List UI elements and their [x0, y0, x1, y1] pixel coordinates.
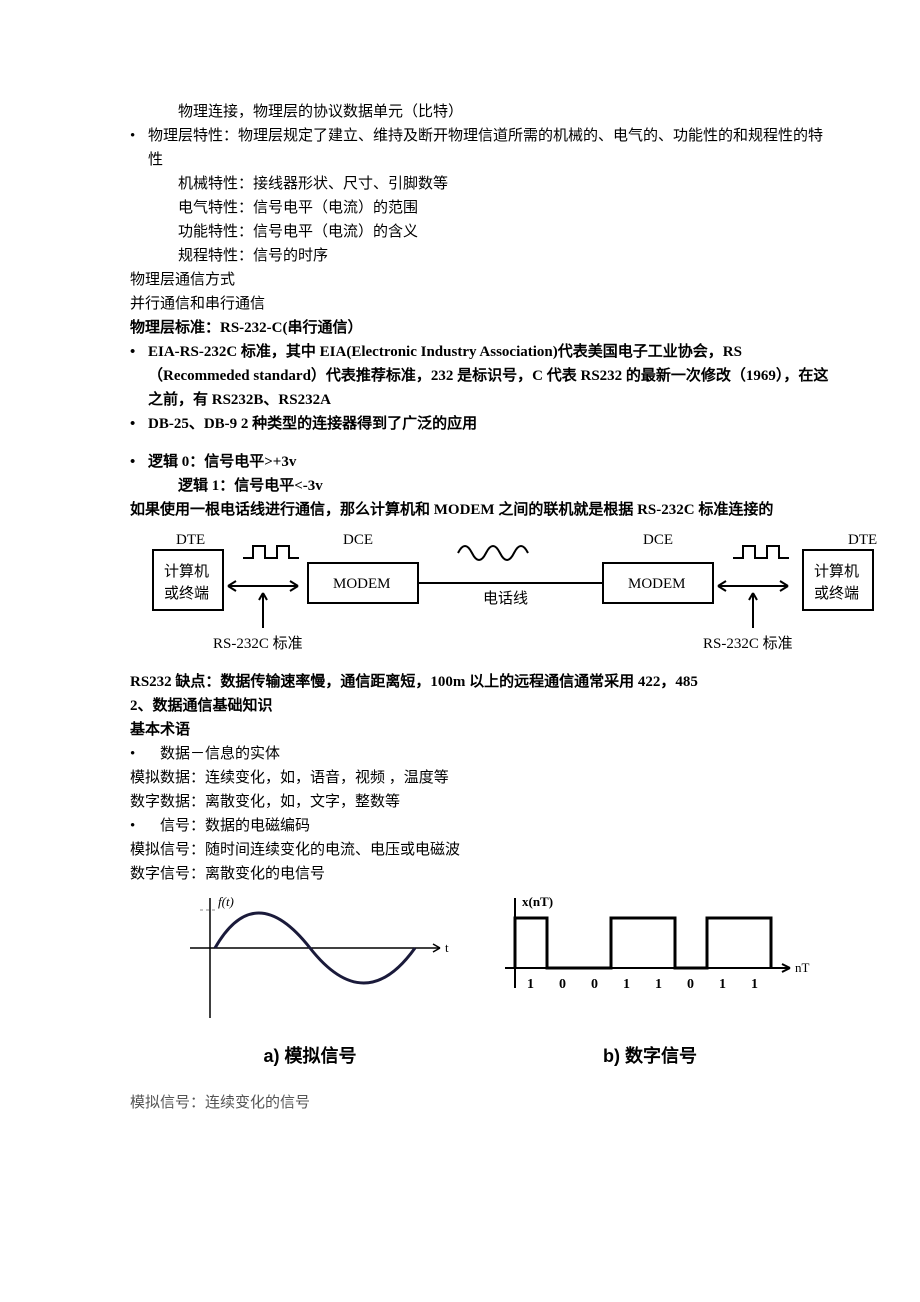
modem-label: MODEM: [333, 576, 391, 592]
dce-label: DCE: [343, 532, 373, 548]
svg-text:1: 1: [527, 977, 534, 992]
text-line: 机械特性：接线器形状、尺寸、引脚数等: [130, 172, 830, 196]
text-line: 物理连接，物理层的协议数据单元（比特）: [130, 100, 830, 124]
text-line: 功能特性：信号电平（电流）的含义: [130, 220, 830, 244]
analog-svg: f(t) t: [160, 888, 460, 1038]
text-line: 如果使用一根电话线进行通信，那么计算机和 MODEM 之间的联机就是根据 RS-…: [130, 498, 830, 522]
svg-text:0: 0: [687, 977, 694, 992]
terminal-label-r: 或终端: [814, 585, 859, 602]
svg-text:0: 0: [591, 977, 598, 992]
terminal-label: 或终端: [164, 585, 209, 602]
svg-text:1: 1: [751, 977, 758, 992]
bullet-item: DB-25、DB-9 2 种类型的连接器得到了广泛的应用: [130, 412, 830, 436]
bullet-item: 物理层特性：物理层规定了建立、维持及断开物理信道所需的机械的、电气的、功能性的和…: [130, 124, 830, 172]
arrow-left: [228, 581, 298, 591]
bullet-item: EIA-RS-232C 标准，其中 EIA(Electronic Industr…: [130, 340, 830, 412]
rs232-heading: 物理层标准：RS-232-C(串行通信）: [130, 320, 363, 336]
rs232-label-right: RS-232C 标准: [703, 635, 793, 652]
digital-ylabel: x(nT): [522, 894, 553, 909]
svg-text:1: 1: [655, 977, 662, 992]
spacer: [130, 1071, 830, 1091]
analog-xlabel: t: [445, 940, 449, 955]
text-line: 物理层通信方式: [130, 268, 830, 292]
text-line: 电气特性：信号电平（电流）的范围: [130, 196, 830, 220]
digital-caption: b) 数字信号: [490, 1042, 810, 1071]
modem-label-r: MODEM: [628, 576, 686, 592]
bullet-item: 数据－信息的实体: [130, 742, 830, 766]
dte-label-r: DTE: [848, 532, 877, 548]
analog-ylabel: f(t): [218, 894, 234, 909]
bit-labels: 1 0 0 1 1 0 1 1: [527, 977, 758, 992]
text-line: 数字数据：离散变化，如，文字，整数等: [130, 790, 830, 814]
bullet-item: 逻辑 0：信号电平>+3v: [130, 450, 830, 474]
heading: 2、数据通信基础知识: [130, 694, 830, 718]
text-line: RS232 缺点：数据传输速率慢，通信距离短，100m 以上的远程通信通常采用 …: [130, 670, 830, 694]
rs232-diagram-svg: DTE 计算机 或终端 DCE MODEM 电话线 DCE MODEM DTE …: [148, 528, 908, 668]
text-line: 模拟信号：随时间连续变化的电流、电压或电磁波: [130, 838, 830, 862]
digital-wave: [515, 918, 771, 968]
rs232-label-left: RS-232C 标准: [213, 635, 303, 652]
text-line: 数字信号：离散变化的电信号: [130, 862, 830, 886]
computer-label-r: 计算机: [814, 562, 859, 580]
signal-charts: f(t) t a) 模拟信号 x(nT) nT 1 0 0 1 1 0 1 1 b) 数字信号: [160, 888, 830, 1071]
spacer: [130, 436, 830, 450]
text-line: 规程特性：信号的时序: [130, 244, 830, 268]
digital-svg: x(nT) nT 1 0 0 1 1 0 1 1: [490, 888, 810, 1038]
analog-caption: a) 模拟信号: [160, 1042, 460, 1071]
text-line: 模拟数据：连续变化，如，语音，视频 ，温度等: [130, 766, 830, 790]
svg-text:1: 1: [719, 977, 726, 992]
phone-label: 电话线: [483, 590, 528, 607]
text-line: 基本术语: [130, 718, 830, 742]
bullet-item: 信号：数据的电磁编码: [130, 814, 830, 838]
square-wave-right: [733, 546, 789, 558]
square-wave-left: [243, 546, 299, 558]
svg-text:1: 1: [623, 977, 630, 992]
analog-chart: f(t) t a) 模拟信号: [160, 888, 460, 1071]
digital-xlabel: nT: [795, 960, 810, 975]
sine-wave: [458, 546, 528, 560]
rs232-diagram: DTE 计算机 或终端 DCE MODEM 电话线 DCE MODEM DTE …: [148, 528, 830, 668]
arrow-right: [718, 581, 788, 591]
computer-label: 计算机: [164, 562, 209, 580]
svg-text:0: 0: [559, 977, 566, 992]
text-line: 逻辑 1：信号电平<-3v: [130, 474, 830, 498]
text-line: 物理层标准：RS-232-C(串行通信）: [130, 316, 830, 340]
text-line: 并行通信和串行通信: [130, 292, 830, 316]
dce-label-r: DCE: [643, 532, 673, 548]
dte-label: DTE: [176, 532, 205, 548]
text-line: 模拟信号：连续变化的信号: [130, 1091, 830, 1115]
digital-chart: x(nT) nT 1 0 0 1 1 0 1 1 b) 数字信号: [490, 888, 810, 1071]
